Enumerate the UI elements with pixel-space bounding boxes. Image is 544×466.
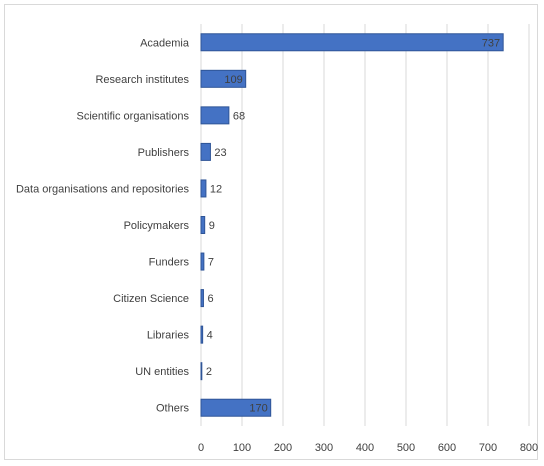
data-label: 68 <box>233 110 245 122</box>
x-tick-label: 0 <box>198 442 204 454</box>
data-label: 23 <box>214 147 226 159</box>
bar <box>200 33 504 52</box>
x-tick-label: 200 <box>274 442 292 454</box>
category-label: Funders <box>149 257 190 269</box>
x-tick-label: 300 <box>315 442 333 454</box>
x-tick-label: 700 <box>479 442 497 454</box>
data-label: 4 <box>207 330 213 342</box>
bar <box>200 142 211 161</box>
x-tick-label: 800 <box>520 442 538 454</box>
category-label: UN entities <box>135 366 189 378</box>
data-label: 2 <box>206 366 212 378</box>
category-label: Citizen Science <box>113 293 189 305</box>
bars <box>200 33 504 417</box>
bar <box>200 69 247 88</box>
x-tick-label: 400 <box>356 442 374 454</box>
data-label: 12 <box>210 183 222 195</box>
category-label: Scientific organisations <box>76 110 189 122</box>
category-label: Libraries <box>147 330 190 342</box>
chart-frame <box>4 4 538 460</box>
bar <box>200 252 205 271</box>
x-tick-labels: 0 100 200 300 400 500 600 700 800 <box>198 442 538 454</box>
bar <box>200 216 206 234</box>
x-tick-label: 100 <box>233 442 251 454</box>
x-tick-label: 600 <box>438 442 456 454</box>
bar <box>200 325 204 344</box>
bar <box>200 398 272 417</box>
category-labels: Academia Research institutes Scientific or… <box>16 37 190 414</box>
data-label: 9 <box>209 220 215 232</box>
data-label: 109 <box>224 74 242 86</box>
category-label: Research institutes <box>95 74 189 86</box>
data-labels: 737 109 68 23 12 9 7 6 4 2 170 <box>206 37 500 414</box>
data-label: 737 <box>482 37 500 49</box>
gridlines <box>200 24 530 426</box>
category-label: Policymakers <box>124 220 190 232</box>
category-label: Academia <box>140 37 190 49</box>
data-label: 170 <box>249 403 267 415</box>
bar <box>200 106 230 125</box>
category-label: Data organisations and repositories <box>16 183 190 195</box>
bar <box>200 362 203 381</box>
data-label: 7 <box>208 257 214 269</box>
bar <box>200 179 207 198</box>
x-tick-label: 500 <box>397 442 415 454</box>
category-label: Others <box>156 403 190 415</box>
category-label: Publishers <box>138 147 190 159</box>
bar <box>200 289 204 308</box>
data-label: 6 <box>207 293 213 305</box>
